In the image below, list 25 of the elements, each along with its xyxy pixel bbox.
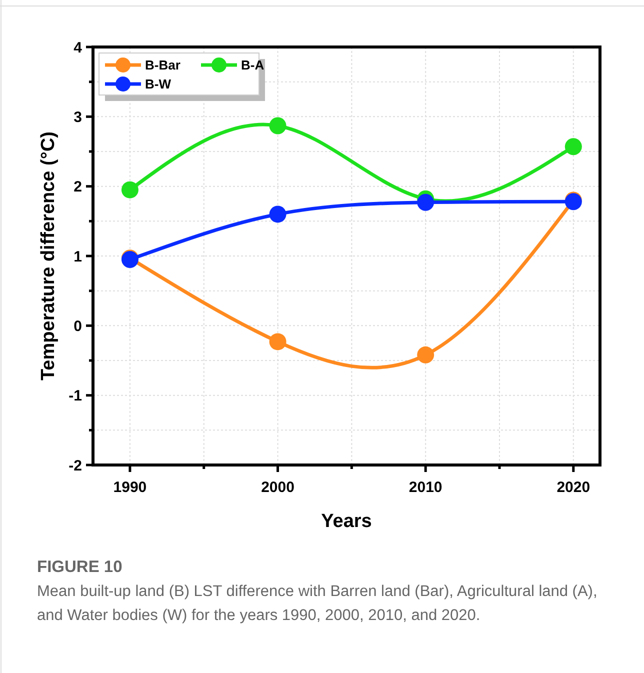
y-tick-label: -2	[68, 457, 82, 474]
point	[269, 333, 286, 350]
y-tick-label: 2	[74, 178, 82, 196]
y-tick-label: -1	[68, 388, 82, 405]
y-tick-label: 0	[74, 318, 82, 335]
point	[564, 138, 582, 156]
x-tick-label: 2010	[408, 479, 442, 496]
legend-label: B-Bar	[145, 58, 180, 73]
y-tick-label: 4	[74, 39, 83, 56]
text: FIGURE 10	[37, 558, 122, 576]
x-tick-label: 2000	[261, 479, 294, 496]
point	[269, 206, 286, 223]
point	[121, 181, 138, 198]
x-axis-title: Years	[321, 511, 372, 532]
point	[417, 194, 434, 211]
legend-label: B-W	[145, 76, 172, 92]
y-axis-title: Temperature difference (°C)	[38, 131, 59, 381]
point	[417, 346, 434, 364]
y-tick-label: 1	[74, 248, 82, 266]
text: Mean built-up land (B) LST difference with Barren land (Bar), Agricultural land (A), and Water bodies (W) for the years 1990, 2000, 2010, and 2020.	[37, 583, 598, 624]
x-tick-label: 2020	[556, 479, 590, 496]
legend-label: B-A	[241, 58, 265, 73]
x-tick-label: 1990	[113, 479, 147, 496]
point	[269, 117, 286, 134]
y-tick-label: 3	[74, 108, 82, 126]
